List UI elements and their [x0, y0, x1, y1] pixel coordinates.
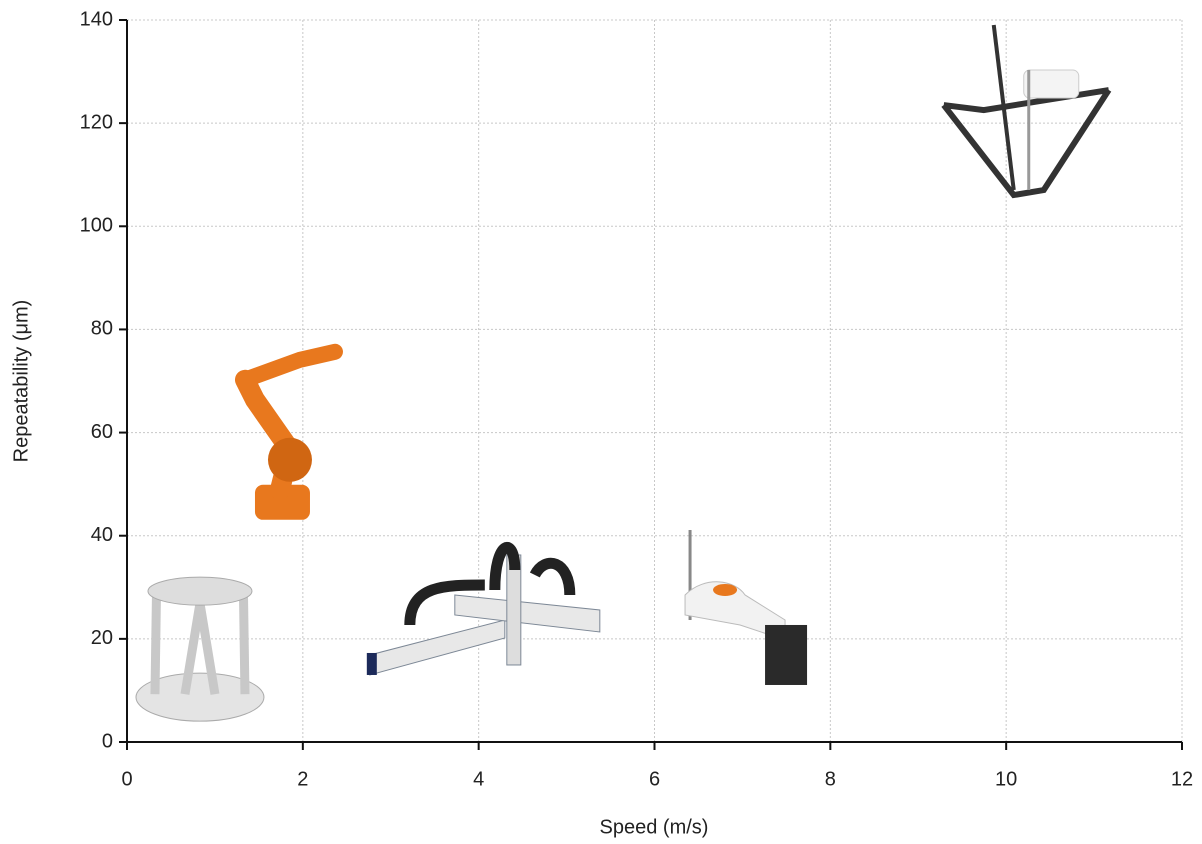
robot-part — [455, 595, 600, 632]
robot-point — [685, 530, 807, 685]
x-tick-label: 10 — [995, 768, 1017, 790]
y-tick-label: 140 — [80, 8, 113, 30]
y-tick-label: 60 — [91, 421, 113, 443]
y-tick-label: 120 — [80, 111, 113, 133]
robot-part — [370, 620, 505, 675]
robot-part — [268, 438, 312, 482]
x-axis-label: Speed (m/s) — [600, 816, 709, 838]
robot-part — [245, 352, 335, 380]
x-tick-label: 4 — [473, 768, 484, 790]
x-tick-label: 12 — [1171, 768, 1193, 790]
robot-part — [243, 594, 245, 694]
y-tick-label: 40 — [91, 524, 113, 546]
robot-point — [245, 352, 335, 520]
y-tick-label: 20 — [91, 627, 113, 649]
y-tick-label: 0 — [102, 730, 113, 752]
x-tick-label: 8 — [825, 768, 836, 790]
robot-part — [507, 555, 521, 665]
y-tick-label: 80 — [91, 318, 113, 340]
chart: Speed (m/s) Repeatability (μm) 020406080… — [0, 0, 1202, 844]
robot-point — [367, 547, 600, 675]
robot-part — [944, 90, 1109, 195]
robot-part — [155, 594, 157, 694]
robot-part — [713, 584, 737, 596]
x-tick-label: 2 — [297, 768, 308, 790]
x-tick-label: 0 — [121, 768, 132, 790]
robot-point — [136, 577, 264, 721]
robot-part — [1024, 70, 1079, 98]
robot-part — [367, 653, 377, 675]
page: {"chart_data": {"type": "scatter", "x_la… — [0, 0, 1202, 844]
robot-point — [944, 25, 1109, 195]
robot-part — [148, 577, 252, 605]
y-axis-label: Repeatability (μm) — [10, 300, 32, 463]
y-tick-label: 100 — [80, 215, 113, 237]
x-tick-label: 6 — [649, 768, 660, 790]
robot-part — [765, 625, 807, 685]
